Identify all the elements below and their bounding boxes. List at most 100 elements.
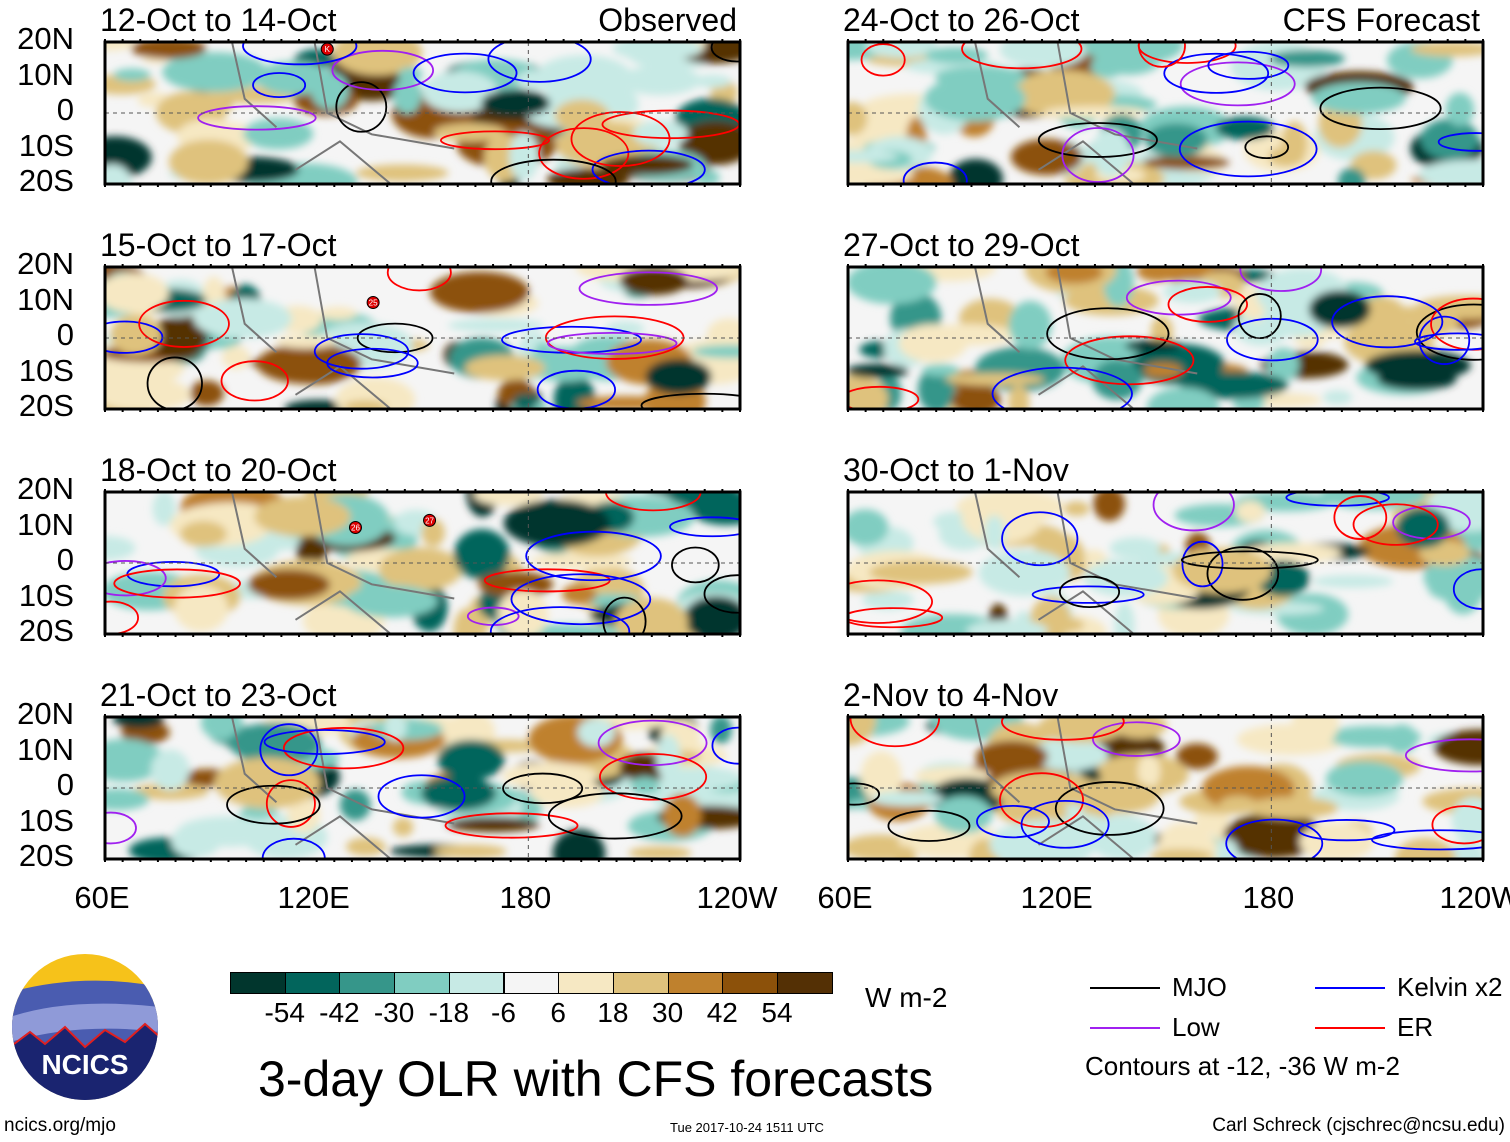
wave-contour [999,772,1084,829]
olr-anomaly-blob [1093,492,1126,522]
lat-label: 20N [17,246,74,281]
wave-contour [1297,819,1396,842]
wave-contour [356,322,434,354]
lat-label: 10N [17,281,74,317]
olr-anomaly-blob [1028,87,1054,104]
olr-anomaly-blob [1323,390,1353,405]
wave-contour [1179,61,1296,107]
wave-contour [386,267,452,292]
olr-anomaly-blob [1010,69,1116,118]
olr-anomaly-blob [898,324,968,363]
logo-text: NCICS [41,1049,128,1080]
olr-anomaly-blob [848,509,889,546]
olr-anomaly-blob [1092,359,1142,401]
wave-contour [1414,332,1483,351]
olr-anomaly-blob [421,776,497,811]
olr-anomaly-blob [1114,602,1135,634]
olr-anomaly-blob [208,335,238,349]
storm-label: 27 [425,516,434,525]
olr-anomaly-blob [344,585,438,618]
olr-anomaly-blob [848,101,868,136]
olr-anomaly-blob [434,844,507,859]
lat-label: 0 [56,92,74,127]
olr-anomaly-blob [146,317,207,360]
olr-anomaly-blob [1146,387,1220,409]
map-panel: 25 [102,264,742,412]
olr-anomaly-blob [429,271,530,313]
wave-contour [1371,829,1483,851]
wave-contour [711,726,740,765]
wave-contour [146,356,203,409]
olr-anomaly-blob [447,318,545,333]
wave-contour [1163,52,1270,94]
map-panel [102,714,742,862]
colorbar-swatch [612,972,669,994]
olr-anomaly-blob [105,788,149,811]
wave-contour [439,130,550,151]
wave-contour [263,729,386,755]
map-panel: 26 27 [102,489,742,637]
olr-anomaly-blob [1091,128,1131,178]
olr-anomaly-blob [509,131,539,181]
figure-title: 3-day OLR with CFS forecasts [258,1051,934,1107]
wave-contour [220,360,289,402]
olr-anomaly-blob [453,529,510,580]
map-panel: K [102,39,742,187]
storm-label: 25 [369,299,378,308]
panel-title: 15-Oct to 17-Oct [100,227,337,263]
olr-anomaly-blob [1433,729,1483,766]
panel-title: 21-Oct to 23-Oct [100,677,337,713]
lat-label: 0 [56,542,74,577]
wave-contour [1181,540,1224,588]
wave-contour [105,560,167,597]
olr-anomaly-blob [318,306,357,321]
olr-anomaly-blob [629,777,660,796]
olr-anomaly-blob [105,738,165,782]
olr-anomaly-blob [1029,738,1109,771]
olr-anomaly-blob [891,845,917,859]
wave-contour [510,573,652,626]
olr-anomaly-blob [1063,501,1090,517]
legend-label: Kelvin x2 [1397,972,1503,1002]
coastline [231,492,455,634]
olr-anomaly-blob [848,717,876,746]
olr-anomaly-blob [535,55,633,100]
wave-contour [1206,546,1280,601]
wave-contour [197,105,317,131]
wave-contour [1319,86,1442,130]
olr-anomaly-blob [254,496,351,537]
wave-contour [848,607,944,629]
wave-contour [1437,132,1483,152]
colorbar-label: -6 [491,997,516,1028]
colorbar-swatch [667,972,724,994]
wave-contour [252,72,307,99]
wave-contour [1058,575,1121,609]
olr-anomaly-blob [865,42,938,58]
wave-contour [1180,550,1319,570]
olr-anomaly-blob [503,499,611,547]
olr-anomaly-blob [355,164,449,182]
olr-anomaly-blob [975,740,1049,773]
olr-anomaly-blob [1219,795,1257,814]
wave-contour [1061,127,1135,183]
wave-contour [1020,800,1110,849]
wave-contour [1225,818,1324,859]
olr-anomaly-blob [221,345,251,370]
lat-label: 0 [56,767,74,802]
olr-anomaly-blob [693,74,732,88]
legend-line [1315,1027,1385,1029]
contour-note: Contours at -12, -36 W m-2 [1085,1051,1400,1081]
wave-contour [259,723,319,777]
olr-anomaly-blob [152,492,176,526]
footer-credit: Carl Schreck (cjschrec@ncsu.edu) [1212,1115,1505,1136]
lat-label: 10N [17,56,74,92]
olr-anomaly-blob [934,795,993,834]
wave-contour [1418,315,1471,365]
olr-anomaly-blob [1420,118,1479,160]
olr-anomaly-blob [105,535,136,561]
colorbar-swatch [448,972,505,994]
olr-anomaly-blob [378,547,463,591]
wave-contour [138,299,230,348]
olr-anomaly-blob [437,739,505,781]
storm-marker [348,521,362,534]
